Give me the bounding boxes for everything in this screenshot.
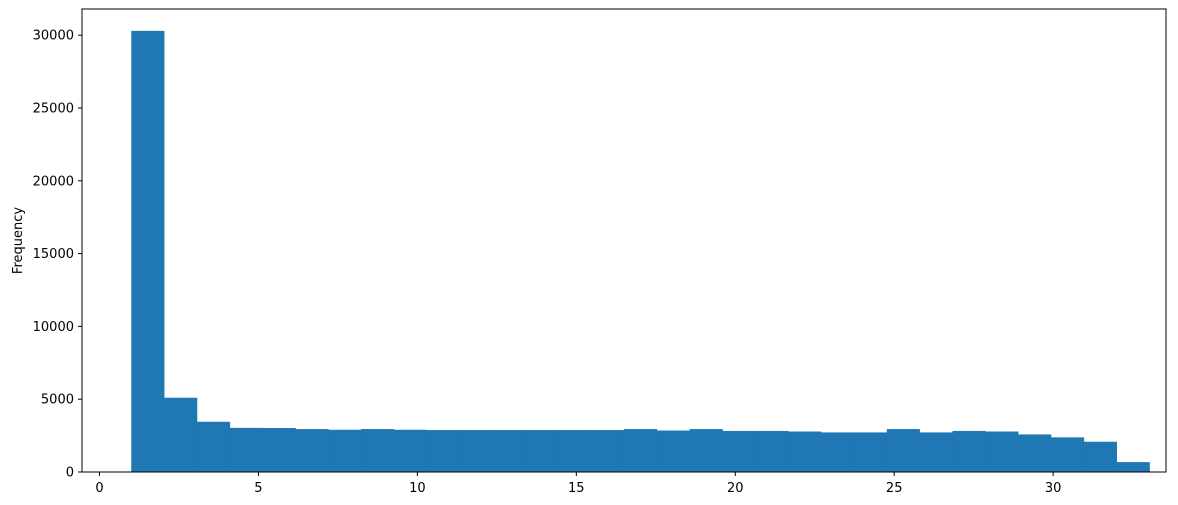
histogram-bar: [656, 430, 690, 472]
y-tick-label: 5000: [41, 393, 74, 408]
bars-group: [131, 30, 1150, 473]
histogram-bar: [196, 421, 231, 472]
y-tick-label: 0: [66, 466, 74, 481]
x-tick-label: 10: [409, 481, 426, 496]
histogram-bar: [361, 429, 395, 472]
y-tick-label: 30000: [33, 29, 74, 44]
histogram-bar: [1051, 437, 1085, 472]
y-tick-label: 20000: [33, 174, 74, 189]
y-tick-label: 15000: [33, 247, 74, 262]
histogram-bar: [853, 432, 888, 472]
y-tick-label: 25000: [33, 102, 74, 117]
histogram-bar: [525, 430, 559, 472]
histogram-bar: [689, 429, 723, 472]
histogram-bar: [623, 429, 658, 472]
x-tick-label: 30: [1045, 481, 1062, 496]
histogram-bar: [558, 430, 592, 472]
histogram-bar: [755, 430, 789, 472]
histogram-bar: [394, 429, 428, 472]
histogram-bar: [886, 429, 920, 472]
histogram-bar: [164, 397, 198, 472]
x-tick-label: 20: [727, 481, 744, 496]
x-axis-ticks: 0 5 10 15 20 25 30: [95, 472, 1061, 496]
x-tick-label: 5: [254, 481, 262, 496]
histogram-bar: [328, 429, 362, 472]
histogram-bar: [821, 432, 855, 472]
histogram-bar: [492, 430, 526, 472]
histogram-bar: [788, 431, 822, 472]
y-tick-label: 10000: [33, 320, 74, 335]
x-tick-label: 15: [568, 481, 585, 496]
y-axis-label: Frequency: [11, 207, 26, 274]
histogram-bar: [229, 427, 263, 472]
histogram-bar: [295, 429, 329, 472]
histogram-bar: [1083, 441, 1117, 472]
histogram-bar: [952, 430, 986, 472]
histogram-bar: [131, 30, 165, 473]
x-tick-label: 25: [886, 481, 903, 496]
histogram-bar: [262, 428, 296, 472]
histogram-bar: [459, 430, 493, 472]
histogram-bar: [722, 430, 756, 472]
y-axis-ticks: 0 5000 10000 15000 20000 25000 30000: [33, 29, 82, 481]
x-tick-label: 0: [95, 481, 103, 496]
histogram-bar: [426, 430, 461, 472]
histogram-bar: [1018, 434, 1052, 472]
histogram-bar: [591, 430, 625, 472]
plot-frame: [81, 8, 1167, 473]
histogram-bar: [1116, 462, 1150, 472]
histogram-bar: [919, 432, 953, 472]
histogram-bar: [985, 431, 1019, 472]
